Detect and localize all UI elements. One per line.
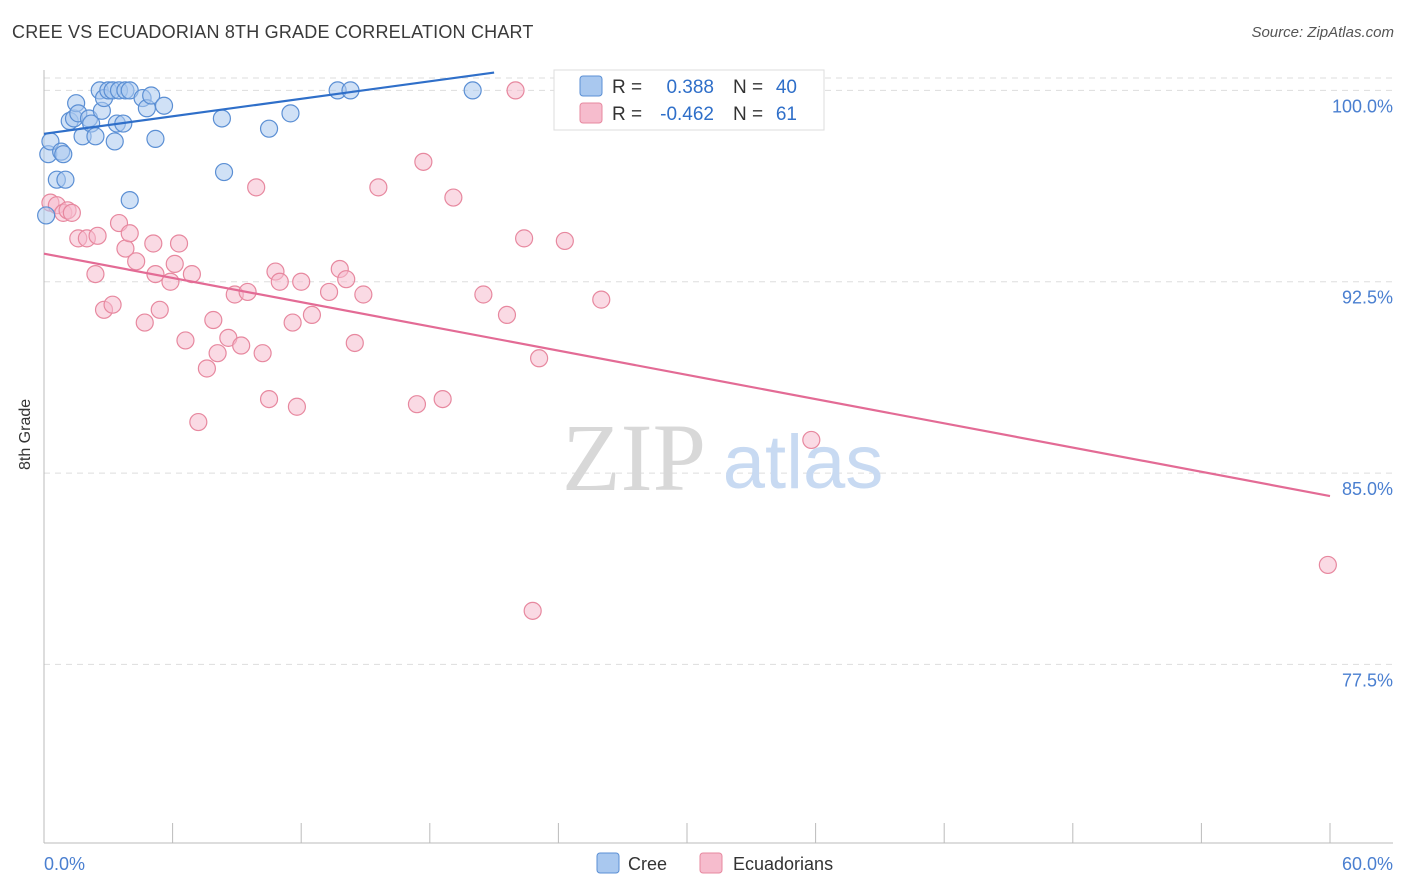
ecuadorians-point (253, 344, 272, 363)
watermark: ZIP atlas (562, 404, 883, 511)
ecuadorians-point (515, 229, 534, 248)
gridlines: 77.5% 85.0% 92.5% 100.0% (44, 77, 1393, 690)
ecuadorians-point (345, 333, 364, 353)
cree-legend-label: Cree (628, 854, 667, 874)
cree-point (463, 81, 482, 100)
cree-point (86, 127, 105, 146)
ecuadorians-point (88, 226, 107, 245)
trend-lines (43, 71, 1331, 498)
cree-point (56, 170, 75, 189)
ecuadorians-point (354, 285, 373, 304)
ecuadorians-point (592, 290, 611, 309)
y-tick-label: 77.5% (1342, 670, 1393, 690)
cree-legend-swatch (596, 852, 620, 874)
ecuadorians-point (474, 285, 493, 304)
ecuadorians-point (259, 389, 279, 409)
ecuadorians-point (287, 397, 307, 416)
cree-point (120, 191, 139, 210)
ecuadorians-trend-line (43, 252, 1331, 498)
legend-cree-n-value: 40 (776, 77, 797, 98)
axes: 0.0% 60.0% (43, 70, 1393, 874)
ecuadorians-point (86, 264, 105, 284)
ecuadorians-point (150, 300, 169, 319)
ecuadorians-point (497, 305, 517, 325)
ecuadorians-point (165, 254, 184, 273)
ecuadorians-point (369, 178, 388, 197)
cree-point (146, 129, 165, 148)
ecuadorians-point (144, 234, 163, 253)
ecuadorians-point (62, 203, 81, 222)
y-tick-label: 85.0% (1342, 479, 1393, 499)
legend-cree-r-label: R = (612, 77, 642, 98)
cree-points (37, 81, 667, 225)
chart-title: CREE VS ECUADORIAN 8TH GRADE CORRELATION… (12, 22, 534, 42)
ecuadorians-point (407, 395, 427, 414)
cree-point (212, 109, 231, 128)
cree-point (105, 132, 124, 151)
ecuadorians-point (189, 412, 208, 432)
ecuadorians-point (444, 188, 463, 207)
legend-ecu-swatch (579, 102, 603, 124)
correlation-legend: R = 0.388 N = 40 R = -0.462 N = 61 (553, 69, 825, 131)
cree-point (281, 104, 300, 123)
legend-ecu-n-label: N = (733, 104, 763, 125)
legend-cree-swatch (579, 75, 603, 97)
cree-point (54, 145, 73, 164)
x-tick-label-max: 60.0% (1342, 854, 1393, 874)
cree-point (259, 119, 279, 138)
source-label: Source: ZipAtlas.com (1251, 24, 1394, 41)
ecuadorians-point (292, 272, 311, 291)
ecuadorians-legend-label: Ecuadorians (733, 854, 833, 874)
ecuadorians-points (41, 81, 1337, 620)
cree-trend-line (43, 71, 495, 135)
ecuadorians-point (127, 252, 146, 271)
ecuadorians-point (802, 430, 821, 450)
legend-ecu-n-value: 61 (776, 104, 797, 125)
y-tick-label: 92.5% (1342, 288, 1393, 308)
ecuadorians-point (197, 359, 216, 378)
ecuadorians-point (176, 331, 195, 350)
ecuadorians-point (1318, 555, 1337, 575)
legend-ecu-r-label: R = (612, 104, 642, 125)
ecuadorians-legend-swatch (699, 852, 723, 874)
legend-cree-n-label: N = (733, 77, 763, 98)
ecuadorians-point (414, 152, 433, 171)
ecuadorians-point (555, 231, 574, 251)
ecuadorians-point (247, 178, 266, 197)
watermark-zip: ZIP (562, 404, 706, 511)
ecuadorians-point (530, 349, 549, 368)
ecuadorians-point (433, 389, 452, 409)
ecuadorians-point (204, 310, 223, 330)
ecuadorians-point (319, 282, 339, 302)
ecuadorians-point (120, 224, 139, 243)
ecuadorians-point (135, 313, 154, 332)
ecuadorians-point (283, 313, 302, 332)
cree-point (154, 96, 174, 115)
series-legend: Cree Ecuadorians (596, 852, 833, 874)
ecuadorians-point (523, 601, 542, 620)
ecuadorians-point (103, 295, 122, 314)
ecuadorians-point (208, 344, 227, 363)
ecuadorians-point (169, 234, 189, 253)
watermark-atlas: atlas (723, 420, 884, 505)
legend-ecu-r-value: -0.462 (660, 104, 714, 125)
ecuadorians-point (232, 336, 251, 355)
legend-cree-r-value: 0.388 (666, 77, 714, 98)
ecuadorians-point (270, 272, 289, 291)
cree-point (214, 162, 234, 182)
y-tick-label: 100.0% (1332, 96, 1393, 116)
cree-point (142, 86, 161, 105)
ecuadorians-point (337, 270, 356, 289)
cree-point (37, 206, 56, 225)
x-tick-label-min: 0.0% (44, 854, 85, 874)
ecuadorians-point (506, 81, 525, 100)
ecuadorians-point (302, 305, 322, 325)
